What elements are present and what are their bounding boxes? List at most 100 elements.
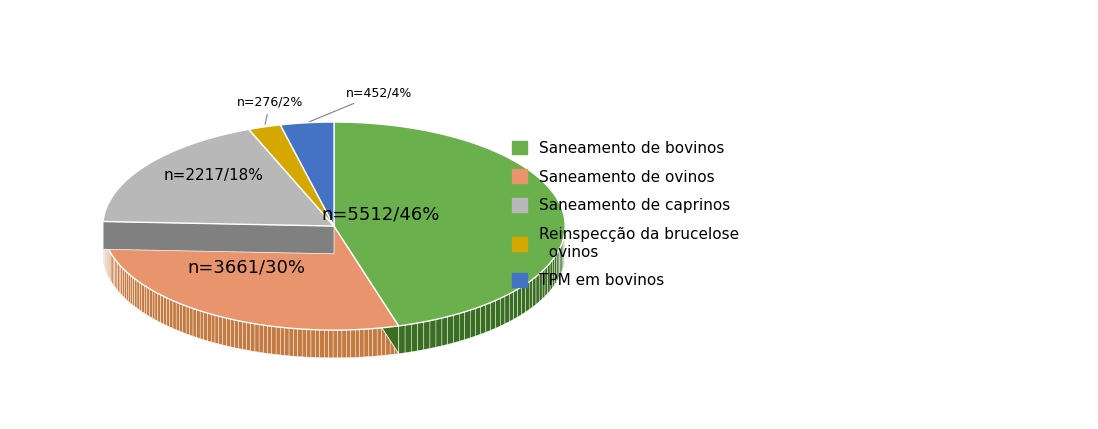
Polygon shape: [255, 324, 259, 352]
Polygon shape: [539, 271, 542, 302]
Polygon shape: [373, 328, 378, 356]
Polygon shape: [128, 274, 131, 303]
Polygon shape: [417, 322, 424, 351]
Polygon shape: [142, 284, 144, 313]
Polygon shape: [187, 306, 190, 335]
Polygon shape: [160, 295, 164, 324]
Polygon shape: [200, 311, 204, 340]
Polygon shape: [381, 327, 385, 356]
Polygon shape: [561, 243, 562, 273]
Polygon shape: [243, 322, 247, 350]
Polygon shape: [453, 314, 459, 343]
Polygon shape: [509, 292, 514, 322]
Polygon shape: [250, 323, 255, 351]
Polygon shape: [289, 328, 293, 356]
Text: n=3661/30%: n=3661/30%: [187, 259, 305, 277]
Text: n=276/2%: n=276/2%: [237, 96, 303, 124]
Polygon shape: [518, 287, 522, 317]
Polygon shape: [223, 317, 226, 346]
Polygon shape: [247, 322, 250, 351]
Polygon shape: [552, 257, 554, 288]
Polygon shape: [179, 303, 182, 332]
Polygon shape: [155, 292, 158, 321]
Polygon shape: [137, 281, 139, 310]
Polygon shape: [557, 251, 558, 282]
Polygon shape: [123, 268, 124, 298]
Polygon shape: [356, 329, 360, 357]
Polygon shape: [276, 327, 280, 355]
Polygon shape: [103, 221, 334, 254]
Polygon shape: [333, 330, 337, 358]
Polygon shape: [550, 260, 552, 291]
Polygon shape: [131, 275, 133, 305]
Polygon shape: [315, 330, 320, 358]
Polygon shape: [560, 246, 561, 276]
Polygon shape: [103, 221, 399, 330]
Polygon shape: [311, 329, 315, 357]
Polygon shape: [197, 310, 200, 338]
Polygon shape: [153, 290, 155, 320]
Polygon shape: [176, 302, 179, 331]
Polygon shape: [280, 122, 334, 226]
Polygon shape: [264, 325, 268, 353]
Polygon shape: [475, 306, 481, 336]
Polygon shape: [390, 326, 394, 355]
Polygon shape: [133, 277, 135, 306]
Polygon shape: [529, 279, 533, 310]
Polygon shape: [121, 266, 123, 296]
Polygon shape: [533, 277, 536, 307]
Polygon shape: [430, 320, 436, 348]
Polygon shape: [334, 122, 565, 326]
Polygon shape: [103, 130, 334, 226]
Polygon shape: [365, 329, 369, 357]
Polygon shape: [268, 326, 272, 354]
Polygon shape: [144, 285, 147, 315]
Polygon shape: [346, 330, 351, 358]
Polygon shape: [399, 325, 405, 353]
Polygon shape: [259, 324, 264, 353]
Polygon shape: [360, 329, 365, 357]
Polygon shape: [441, 317, 448, 346]
Polygon shape: [481, 305, 485, 334]
Polygon shape: [351, 329, 356, 357]
Polygon shape: [558, 249, 560, 279]
Polygon shape: [114, 259, 116, 288]
Polygon shape: [501, 296, 505, 326]
Polygon shape: [231, 319, 235, 347]
Polygon shape: [436, 318, 441, 347]
Polygon shape: [170, 299, 173, 329]
Polygon shape: [182, 305, 187, 334]
Polygon shape: [378, 328, 381, 356]
Polygon shape: [215, 315, 219, 344]
Polygon shape: [505, 294, 509, 324]
Polygon shape: [111, 253, 112, 283]
Polygon shape: [117, 263, 120, 292]
Polygon shape: [464, 310, 470, 340]
Polygon shape: [147, 287, 149, 317]
Polygon shape: [545, 266, 548, 296]
Polygon shape: [112, 255, 113, 285]
Polygon shape: [280, 327, 284, 355]
Polygon shape: [272, 326, 276, 354]
Polygon shape: [470, 308, 475, 338]
Polygon shape: [337, 330, 341, 358]
Polygon shape: [485, 302, 491, 332]
Polygon shape: [424, 321, 430, 350]
Polygon shape: [284, 328, 289, 356]
Polygon shape: [542, 269, 545, 299]
Polygon shape: [522, 284, 526, 314]
Polygon shape: [235, 320, 238, 348]
Polygon shape: [211, 314, 215, 343]
Polygon shape: [298, 329, 302, 357]
Polygon shape: [448, 315, 453, 344]
Polygon shape: [204, 312, 208, 341]
Polygon shape: [369, 329, 373, 356]
Polygon shape: [495, 298, 501, 328]
Polygon shape: [113, 257, 114, 287]
Polygon shape: [341, 330, 346, 358]
Polygon shape: [139, 282, 142, 311]
Polygon shape: [103, 221, 334, 254]
Polygon shape: [385, 327, 390, 355]
Polygon shape: [158, 293, 160, 323]
Polygon shape: [173, 301, 176, 330]
